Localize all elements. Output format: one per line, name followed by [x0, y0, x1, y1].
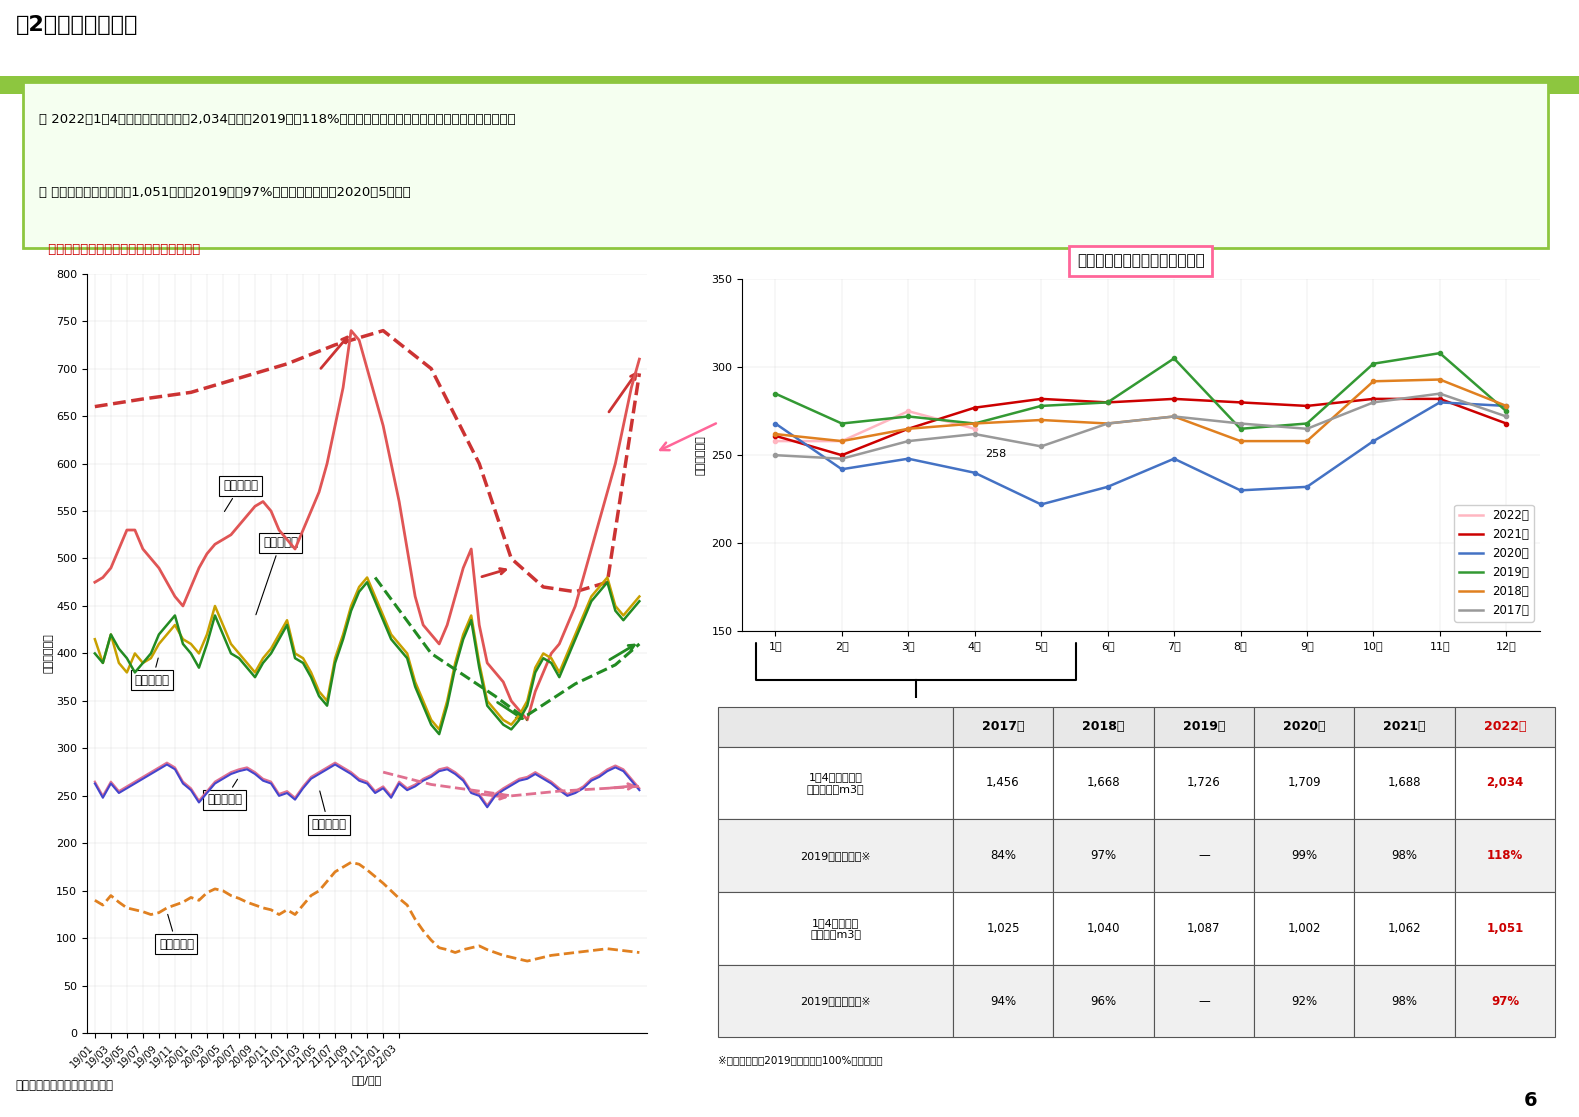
- Text: 1,688: 1,688: [1388, 776, 1421, 790]
- Text: 1,062: 1,062: [1388, 922, 1421, 935]
- Text: 1,709: 1,709: [1287, 776, 1322, 790]
- Bar: [1355, 965, 1454, 1038]
- Text: 減少傾向に転じ、現在は低い水準で推移。: 減少傾向に転じ、現在は低い水準で推移。: [39, 242, 201, 256]
- Bar: [1355, 746, 1454, 820]
- Text: 1,726: 1,726: [1187, 776, 1221, 790]
- Title: 合板出荷量の月別推移（全国）: 合板出荷量の月別推移（全国）: [1077, 254, 1205, 268]
- Text: 118%: 118%: [1487, 849, 1524, 862]
- Text: 合板出荷量: 合板出荷量: [207, 780, 242, 806]
- Text: —: —: [1198, 994, 1210, 1008]
- Bar: [952, 965, 1053, 1038]
- Text: 1,002: 1,002: [1287, 922, 1322, 935]
- Text: 1,025: 1,025: [987, 922, 1020, 935]
- Text: 2019年との比較※: 2019年との比較※: [801, 851, 872, 861]
- Bar: [1454, 892, 1555, 965]
- Text: 258: 258: [985, 449, 1006, 459]
- Text: 97%: 97%: [1491, 994, 1519, 1008]
- Bar: [718, 707, 952, 746]
- Text: ・ 同様に合板の出荷量は1,051千㎥（2019年比97%）。合板在庫量は2020年5月から: ・ 同様に合板の出荷量は1,051千㎥（2019年比97%）。合板在庫量は202…: [39, 185, 411, 199]
- Text: 1,040: 1,040: [1086, 922, 1120, 935]
- Text: 92%: 92%: [1292, 994, 1317, 1008]
- Text: 2,034: 2,034: [1486, 776, 1524, 790]
- Bar: [1454, 746, 1555, 820]
- Bar: [1454, 965, 1555, 1038]
- Text: 2017年: 2017年: [982, 720, 1025, 733]
- Bar: [1355, 820, 1454, 892]
- Bar: [1154, 746, 1254, 820]
- Bar: [952, 746, 1053, 820]
- Text: 98%: 98%: [1391, 849, 1418, 862]
- Text: 1,668: 1,668: [1086, 776, 1120, 790]
- Text: 原木入荷量: 原木入荷量: [256, 536, 298, 614]
- Text: 合板在庫量: 合板在庫量: [159, 915, 194, 951]
- Bar: [1154, 707, 1254, 746]
- Text: 合板生産量: 合板生産量: [311, 791, 346, 831]
- Legend: 2022年, 2021年, 2020年, 2019年, 2018年, 2017年: 2022年, 2021年, 2020年, 2019年, 2018年, 2017年: [1454, 505, 1533, 622]
- Bar: [718, 965, 952, 1038]
- Text: 1～4月原木入荷
量合計（千m3）: 1～4月原木入荷 量合計（千m3）: [807, 772, 864, 794]
- Text: 1,456: 1,456: [987, 776, 1020, 790]
- Text: 2019年: 2019年: [1183, 720, 1225, 733]
- Bar: [1355, 892, 1454, 965]
- Text: 98%: 98%: [1391, 994, 1418, 1008]
- Bar: [1053, 965, 1154, 1038]
- Text: —: —: [1198, 849, 1210, 862]
- Text: 2022年: 2022年: [1484, 720, 1527, 733]
- Text: 2018年: 2018年: [1082, 720, 1124, 733]
- Bar: [1254, 707, 1355, 746]
- X-axis label: （年/月）: （年/月）: [352, 1076, 382, 1086]
- Bar: [1454, 707, 1555, 746]
- Text: 6: 6: [1524, 1091, 1538, 1110]
- Text: 2019年との比較※: 2019年との比較※: [801, 996, 872, 1006]
- Y-axis label: 数量（千㎥）: 数量（千㎥）: [696, 436, 706, 475]
- Bar: [1254, 820, 1355, 892]
- Bar: [1254, 965, 1355, 1038]
- Text: 94%: 94%: [990, 994, 1015, 1008]
- Text: 84%: 84%: [990, 849, 1015, 862]
- Text: 1,051: 1,051: [1486, 922, 1524, 935]
- Text: 原木消費量: 原木消費量: [134, 658, 171, 687]
- Text: 原木在庫量: 原木在庫量: [223, 479, 257, 512]
- Bar: [1355, 707, 1454, 746]
- Y-axis label: 数量（千㎥）: 数量（千㎥）: [43, 633, 54, 674]
- Bar: [1454, 820, 1555, 892]
- Bar: [1154, 965, 1254, 1038]
- Text: 99%: 99%: [1292, 849, 1317, 862]
- Text: 1～4月出荷量
合計（千m3）: 1～4月出荷量 合計（千m3）: [810, 917, 861, 939]
- Text: 2020年: 2020年: [1284, 720, 1325, 733]
- Text: 1,087: 1,087: [1187, 922, 1221, 935]
- FancyBboxPatch shape: [24, 82, 1547, 248]
- Bar: [1053, 820, 1154, 892]
- Bar: [718, 892, 952, 965]
- Text: ※コロナ追前の2019年の数値を100%とした比較: ※コロナ追前の2019年の数値を100%とした比較: [718, 1054, 883, 1065]
- Bar: [718, 820, 952, 892]
- Text: ・ 2022年1～4月の原木の入荷量は2,034千㎥（2019年比118%）。現在の原木在庫量は高い水準となっている。: ・ 2022年1～4月の原木の入荷量は2,034千㎥（2019年比118%）。現…: [39, 113, 515, 126]
- Bar: [952, 707, 1053, 746]
- Bar: [1154, 892, 1254, 965]
- Text: 資料：農林水産省「合板統計」: 資料：農林水産省「合板統計」: [16, 1079, 114, 1092]
- Bar: [952, 820, 1053, 892]
- Text: 2021年: 2021年: [1383, 720, 1426, 733]
- Bar: [0, 76, 1579, 95]
- Bar: [1053, 892, 1154, 965]
- Text: 97%: 97%: [1091, 849, 1116, 862]
- Bar: [1053, 746, 1154, 820]
- Bar: [1154, 820, 1254, 892]
- Bar: [1053, 707, 1154, 746]
- Bar: [718, 746, 952, 820]
- Bar: [1254, 892, 1355, 965]
- Bar: [952, 892, 1053, 965]
- Text: （2）合板（全国）: （2）合板（全国）: [16, 16, 139, 36]
- Text: 96%: 96%: [1091, 994, 1116, 1008]
- Bar: [1254, 746, 1355, 820]
